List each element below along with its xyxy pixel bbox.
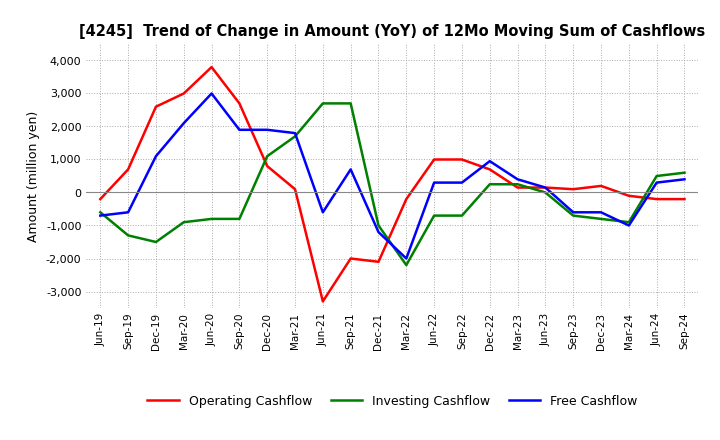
Operating Cashflow	[263, 163, 271, 169]
Investing Cashflow	[179, 220, 188, 225]
Operating Cashflow	[374, 259, 383, 264]
Operating Cashflow	[179, 91, 188, 96]
Free Cashflow	[597, 210, 606, 215]
Operating Cashflow	[541, 185, 550, 190]
Operating Cashflow	[597, 183, 606, 188]
Operating Cashflow	[402, 196, 410, 202]
Operating Cashflow	[513, 185, 522, 190]
Free Cashflow	[318, 210, 327, 215]
Investing Cashflow	[458, 213, 467, 218]
Free Cashflow	[652, 180, 661, 185]
Free Cashflow	[402, 256, 410, 261]
Investing Cashflow	[207, 216, 216, 221]
Operating Cashflow	[318, 299, 327, 304]
Investing Cashflow	[374, 223, 383, 228]
Investing Cashflow	[402, 262, 410, 268]
Operating Cashflow	[458, 157, 467, 162]
Operating Cashflow	[430, 157, 438, 162]
Operating Cashflow	[235, 101, 243, 106]
Operating Cashflow	[652, 196, 661, 202]
Legend: Operating Cashflow, Investing Cashflow, Free Cashflow: Operating Cashflow, Investing Cashflow, …	[143, 390, 642, 413]
Free Cashflow	[152, 154, 161, 159]
Free Cashflow	[430, 180, 438, 185]
Free Cashflow	[374, 230, 383, 235]
Investing Cashflow	[152, 239, 161, 245]
Investing Cashflow	[680, 170, 689, 175]
Line: Free Cashflow: Free Cashflow	[100, 93, 685, 259]
Investing Cashflow	[624, 220, 633, 225]
Operating Cashflow	[124, 167, 132, 172]
Free Cashflow	[207, 91, 216, 96]
Y-axis label: Amount (million yen): Amount (million yen)	[27, 110, 40, 242]
Operating Cashflow	[624, 193, 633, 198]
Investing Cashflow	[291, 134, 300, 139]
Investing Cashflow	[346, 101, 355, 106]
Investing Cashflow	[263, 154, 271, 159]
Investing Cashflow	[597, 216, 606, 221]
Free Cashflow	[291, 130, 300, 136]
Investing Cashflow	[485, 182, 494, 187]
Operating Cashflow	[346, 256, 355, 261]
Line: Investing Cashflow: Investing Cashflow	[100, 103, 685, 265]
Free Cashflow	[458, 180, 467, 185]
Operating Cashflow	[680, 196, 689, 202]
Free Cashflow	[124, 210, 132, 215]
Free Cashflow	[513, 176, 522, 182]
Investing Cashflow	[513, 182, 522, 187]
Free Cashflow	[569, 210, 577, 215]
Free Cashflow	[680, 176, 689, 182]
Investing Cashflow	[569, 213, 577, 218]
Free Cashflow	[179, 121, 188, 126]
Line: Operating Cashflow: Operating Cashflow	[100, 67, 685, 301]
Title: [4245]  Trend of Change in Amount (YoY) of 12Mo Moving Sum of Cashflows: [4245] Trend of Change in Amount (YoY) o…	[79, 24, 706, 39]
Free Cashflow	[235, 127, 243, 132]
Investing Cashflow	[430, 213, 438, 218]
Free Cashflow	[485, 158, 494, 164]
Free Cashflow	[263, 127, 271, 132]
Free Cashflow	[541, 185, 550, 190]
Free Cashflow	[624, 223, 633, 228]
Free Cashflow	[346, 167, 355, 172]
Free Cashflow	[96, 213, 104, 218]
Operating Cashflow	[207, 64, 216, 70]
Operating Cashflow	[569, 187, 577, 192]
Investing Cashflow	[541, 190, 550, 195]
Operating Cashflow	[291, 187, 300, 192]
Operating Cashflow	[152, 104, 161, 109]
Investing Cashflow	[318, 101, 327, 106]
Investing Cashflow	[652, 173, 661, 179]
Investing Cashflow	[235, 216, 243, 221]
Operating Cashflow	[96, 196, 104, 202]
Operating Cashflow	[485, 167, 494, 172]
Investing Cashflow	[96, 210, 104, 215]
Investing Cashflow	[124, 233, 132, 238]
